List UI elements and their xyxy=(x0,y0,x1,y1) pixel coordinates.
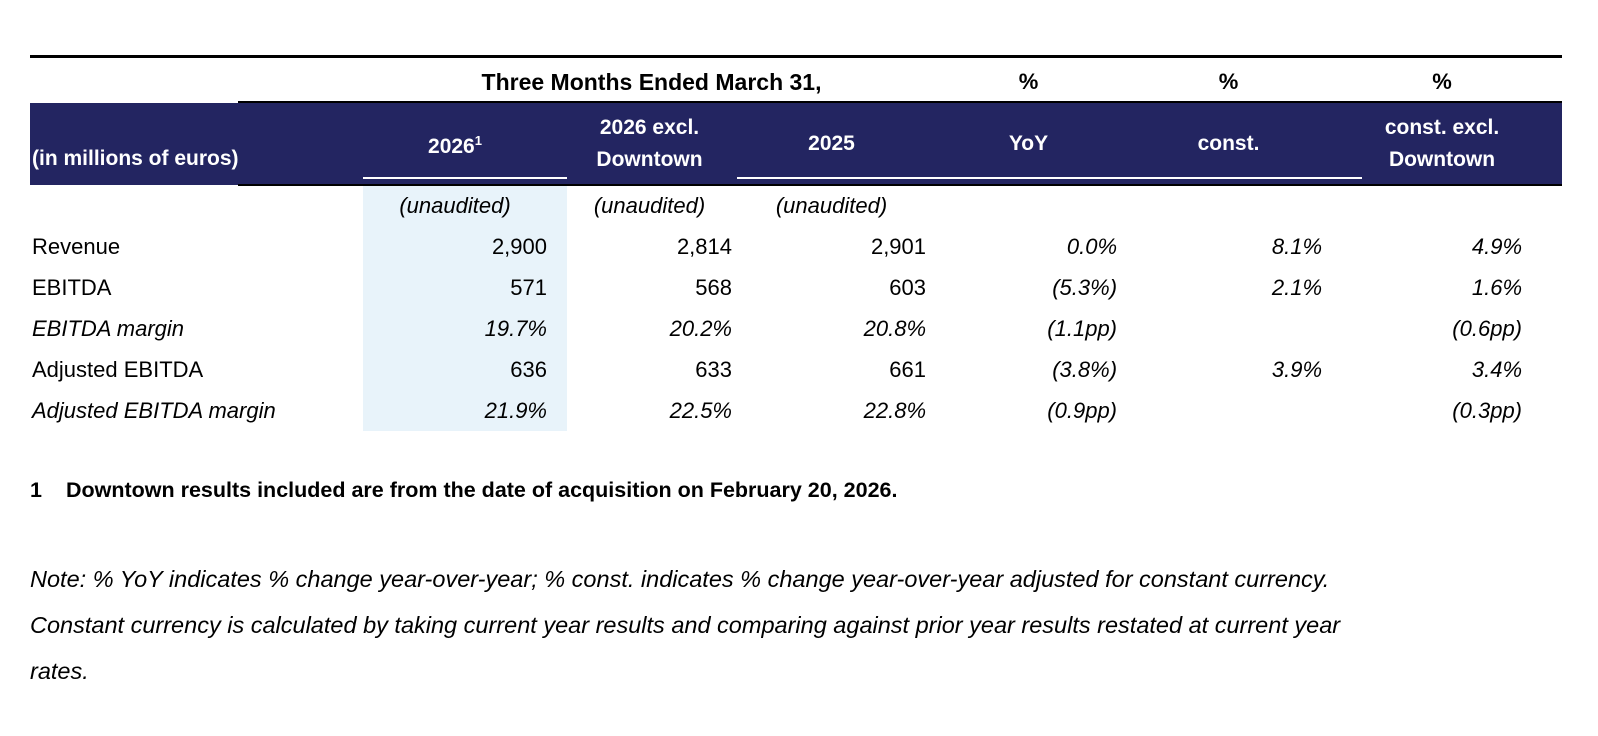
results-data-grid: Three Months Ended March 31, % % % (in m… xyxy=(30,55,1563,431)
value-cell: 4.9% xyxy=(1471,233,1523,259)
percent-label-const: % xyxy=(1218,69,1239,94)
empty-cell xyxy=(1362,185,1562,226)
value-cell: 3.4% xyxy=(1471,356,1523,382)
column-header-2026-excl-line2: Downtown xyxy=(596,148,703,171)
value-cell: 1.6% xyxy=(1471,274,1523,300)
value-cell: (0.3pp) xyxy=(1452,397,1523,423)
units-header: (in millions of euros) xyxy=(30,103,363,185)
results-table: Three Months Ended March 31, % % % (in m… xyxy=(30,55,1563,431)
row-label-adjusted-ebitda: Adjusted EBITDA xyxy=(32,356,204,382)
note-line: Constant currency is calculated by takin… xyxy=(30,612,1341,638)
column-header-2025: 2025 xyxy=(737,103,941,185)
column-header-2026-excl-line1: 2026 excl. xyxy=(599,116,700,139)
value-cell xyxy=(1135,390,1362,431)
table-row-adjusted-ebitda-margin: Adjusted EBITDA margin 21.9% 22.5% 22.8%… xyxy=(30,390,1562,431)
row-label-ebitda-margin: EBITDA margin xyxy=(32,315,185,341)
value-cell: 633 xyxy=(695,356,732,382)
unaudited-row: (unaudited) (unaudited) (unaudited) xyxy=(30,185,1562,226)
value-cell: 20.8% xyxy=(863,315,927,341)
header-top-border xyxy=(238,101,1562,103)
unaudited-label-2026: (unaudited) xyxy=(363,185,567,226)
empty-cell xyxy=(940,185,1135,226)
column-header-2026: 20261 xyxy=(363,103,567,185)
column-header-const-excl-downtown: const. excl. Downtown xyxy=(1362,103,1563,185)
empty-cell xyxy=(1135,185,1362,226)
value-cell: 568 xyxy=(695,274,732,300)
value-cell: 661 xyxy=(889,356,927,382)
value-cell: 2.1% xyxy=(1271,274,1323,300)
value-cell: (1.1pp) xyxy=(1047,315,1118,341)
value-cell: (5.3%) xyxy=(1052,274,1118,300)
percent-label-yoy: % xyxy=(1018,69,1039,94)
value-cell: 22.8% xyxy=(863,397,927,423)
unaudited-label-2026-excl: (unaudited) xyxy=(593,192,706,218)
footnote-marker: 1 xyxy=(30,478,42,502)
empty-cell xyxy=(30,55,363,103)
period-spanner-title: Three Months Ended March 31, xyxy=(481,68,822,95)
table-row-ebitda-margin: EBITDA margin 19.7% 20.2% 20.8% (1.1pp) … xyxy=(30,308,1562,349)
note-paragraph: Note: % YoY indicates % change year-over… xyxy=(30,556,1340,694)
value-cell: 0.0% xyxy=(1066,233,1118,259)
table-top-rule xyxy=(30,55,1562,58)
column-header-const-excl-line1: const. excl. xyxy=(1384,116,1500,139)
percent-label-const-excl: % xyxy=(1432,69,1452,94)
column-header-const: const. xyxy=(1135,103,1363,185)
value-cell: 3.9% xyxy=(1271,356,1323,382)
underline-2025-yoy-const-columns xyxy=(737,177,1362,179)
note-line: rates. xyxy=(30,658,89,684)
header-bottom-border xyxy=(238,184,1562,186)
value-cell: 603 xyxy=(889,274,927,300)
row-label-adjusted-ebitda-margin: Adjusted EBITDA margin xyxy=(32,397,276,423)
empty-cell xyxy=(30,185,363,226)
column-header-2026-excl-downtown: 2026 excl. Downtown xyxy=(567,103,737,185)
value-cell: 20.2% xyxy=(669,315,732,341)
column-header-2026-label: 2026 xyxy=(428,135,475,158)
value-cell: 2,900 xyxy=(363,226,567,267)
value-cell: (0.9pp) xyxy=(1047,397,1118,423)
unaudited-label-2025: (unaudited) xyxy=(775,192,888,218)
value-cell: 8.1% xyxy=(1271,233,1323,259)
footnote-superscript: 1 xyxy=(474,133,482,148)
table-row-revenue: Revenue 2,900 2,814 2,901 0.0% 8.1% 4.9% xyxy=(30,226,1562,267)
value-cell: 571 xyxy=(363,267,567,308)
row-label-ebitda: EBITDA xyxy=(32,274,112,300)
row-label-revenue: Revenue xyxy=(32,233,121,259)
value-cell: 2,901 xyxy=(870,233,927,259)
period-header-row: Three Months Ended March 31, % % % xyxy=(30,55,1562,103)
footnote-text: Downtown results included are from the d… xyxy=(65,478,898,502)
column-header-yoy: YoY xyxy=(940,103,1136,185)
column-header-const-excl-line2: Downtown xyxy=(1388,148,1496,171)
value-cell: 19.7% xyxy=(363,308,567,349)
value-cell: 22.5% xyxy=(669,397,732,423)
value-cell: 21.9% xyxy=(363,390,567,431)
table-row-adjusted-ebitda: Adjusted EBITDA 636 633 661 (3.8%) 3.9% … xyxy=(30,349,1562,390)
value-cell: 2,814 xyxy=(676,233,732,259)
value-cell: (0.6pp) xyxy=(1452,315,1523,341)
underline-2026-column xyxy=(363,177,567,179)
value-cell: (3.8%) xyxy=(1052,356,1118,382)
value-cell xyxy=(1135,308,1362,349)
footnote: 1 Downtown results included are from the… xyxy=(30,478,897,503)
table-row-ebitda: EBITDA 571 568 603 (5.3%) 2.1% 1.6% xyxy=(30,267,1562,308)
note-line: Note: % YoY indicates % change year-over… xyxy=(30,566,1330,592)
value-cell: 636 xyxy=(363,349,567,390)
column-header-row: (in millions of euros) 20261 2026 excl. … xyxy=(30,103,1563,185)
